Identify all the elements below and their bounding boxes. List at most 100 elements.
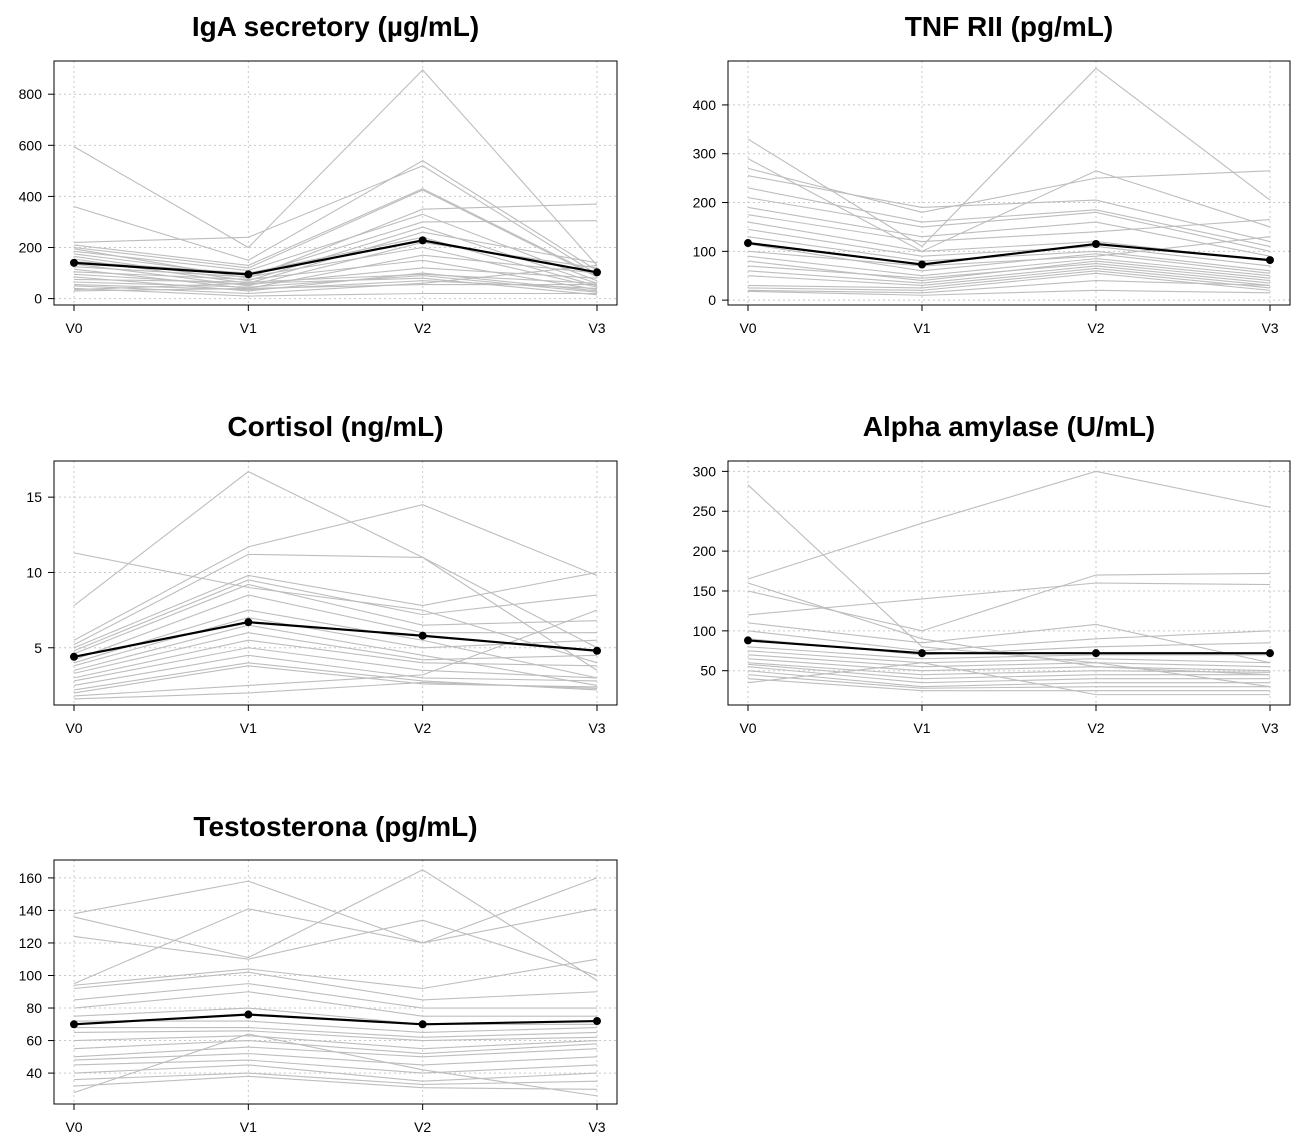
x-tick-label: V1 [240,320,257,336]
y-tick-label: 300 [693,463,717,479]
individual-series-line [73,594,597,661]
mean-point [418,631,427,640]
mean-series-line [747,241,1271,266]
mean-point [70,652,78,661]
y-tick-label: 800 [19,86,43,102]
y-tick-label: 0 [34,291,42,307]
individual-series-line [747,670,1270,688]
y-tick-label: 50 [700,663,716,679]
mean-series-line [73,621,598,658]
individual-series-line [747,67,1271,248]
individual-series-line [747,678,1270,692]
y-tick-label: 60 [26,1033,42,1049]
individual-series-line [73,188,598,277]
y-tick-label: 40 [26,1065,42,1081]
plot-frame [53,460,618,706]
y-tick-label: 100 [693,623,717,639]
chart-panel-2: TNF RII (pg/mL) 0 100 200 300 400 V0 V1 V2 V3 [693,11,1291,336]
plot-frame [53,859,618,1105]
y-tick-label: 300 [693,146,717,162]
chart-panel-4: Alpha amylase (U/mL) 50 100 150 200 250 300 V0 V… [693,411,1291,736]
individual-series-line [747,175,1271,243]
individual-series-line [73,553,598,671]
x-tick-label: V1 [913,320,930,336]
individual-series-line [73,287,597,297]
individual-series-line [747,654,1271,668]
individual-series-line [747,214,1271,243]
y-tick-label: 15 [26,489,42,505]
individual-series-line [747,265,1271,284]
mean-point [593,1017,601,1026]
y-tick-label: 0 [708,292,716,308]
individual-series-line [747,243,1271,274]
x-tick-label: V0 [739,320,756,336]
chart-title: Cortisol (ng/mL) [227,411,443,442]
individual-series-line [73,1075,598,1090]
x-tick-label: V3 [588,1119,605,1135]
mean-point [70,258,78,267]
x-tick-label: V2 [414,720,431,736]
individual-series-line [73,1059,598,1074]
mean-point [744,636,752,645]
individual-series-line [74,1020,598,1033]
mean-point [1092,649,1100,658]
individual-series-line [747,622,1271,664]
mean-point [244,270,253,279]
y-tick-label: 150 [693,583,717,599]
individual-series-line [747,650,1271,664]
individual-series-line [747,674,1270,689]
individual-series-line [73,203,598,279]
individual-series-line [73,267,598,286]
mean-point [593,268,601,277]
x-tick-label: V3 [588,720,605,736]
individual-series-line [73,1040,598,1055]
individual-series-line [73,639,598,679]
x-tick-label: V3 [1261,720,1278,736]
individual-series-line [747,158,1271,252]
y-tick-label: 200 [693,543,717,559]
individual-series-line [73,1030,598,1042]
individual-series-line [73,579,598,652]
chart-title: TNF RII (pg/mL) [905,11,1113,42]
individual-series-line [73,1072,598,1086]
y-tick-label: 120 [19,935,43,951]
individual-series-line [73,1007,597,1025]
y-tick-label: 400 [693,97,717,113]
x-tick-label: V1 [240,720,257,736]
x-tick-label: V0 [65,720,82,736]
y-tick-label: 10 [26,564,42,580]
individual-series-line [747,630,1271,652]
mean-point [918,649,926,658]
individual-series-line [73,259,598,291]
chart-panel-5: Testosterona (pg/mL) 40 60 80 100 120 140 160 V0… [19,811,618,1135]
individual-series-line [747,206,1271,257]
x-tick-label: V1 [913,720,930,736]
x-tick-label: V1 [240,1119,257,1135]
y-tick-label: 200 [693,195,717,211]
individual-series-line [747,267,1271,287]
individual-series-line [73,246,598,288]
individual-series-line [73,1053,598,1066]
individual-series-line [73,647,598,682]
individual-series-line [73,991,597,1017]
individual-series-line [73,877,598,944]
y-tick-label: 140 [19,902,43,918]
mean-point [418,1020,427,1029]
individual-series-line [73,241,598,287]
individual-series-line [73,272,598,292]
individual-series-line [73,254,598,289]
individual-series-line [747,470,1271,580]
plot-frame [727,60,1291,306]
y-tick-label: 80 [26,1000,42,1016]
individual-series-line [73,275,598,293]
individual-series-line [73,236,598,287]
individual-series-line [73,983,597,1009]
individual-series-line [73,869,598,981]
chart-panel-1: IgA secretory (µg/mL) 0 200 400 600 800 V0 V1 V2… [19,11,618,336]
individual-series-line [74,1026,598,1038]
individual-series-line [73,908,598,985]
x-tick-label: V0 [65,320,82,336]
x-tick-label: V0 [739,720,756,736]
individual-series-line [747,662,1270,696]
individual-series-line [73,552,598,664]
